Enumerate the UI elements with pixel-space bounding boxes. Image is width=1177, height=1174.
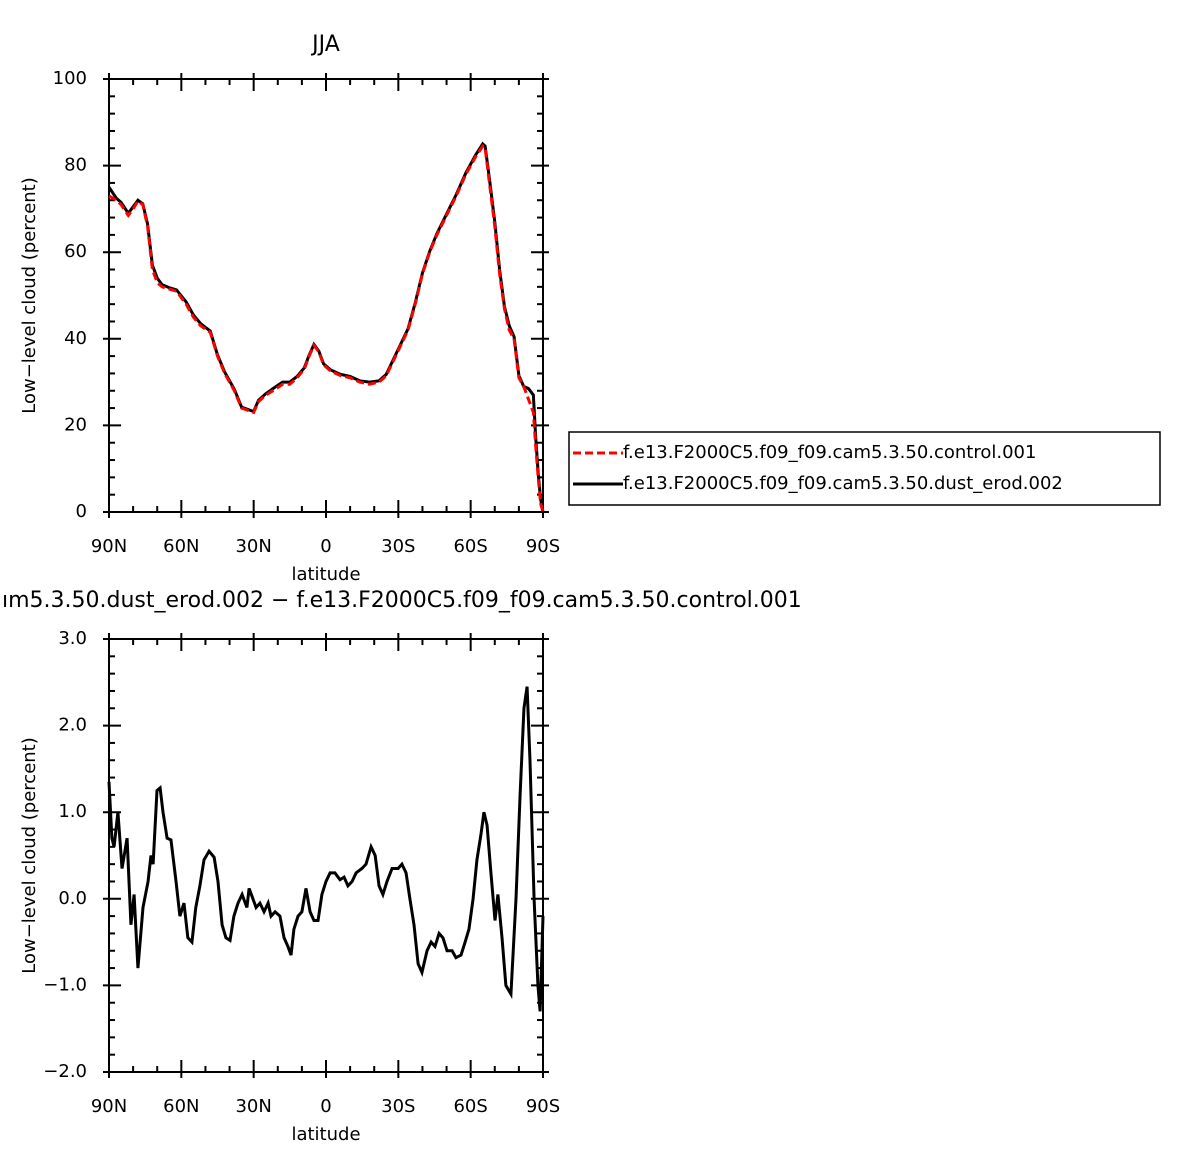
x-tick-label: 90S <box>526 536 560 557</box>
y-axis-label: Low−level cloud (percent) <box>19 177 40 414</box>
data-line <box>108 143 545 513</box>
data-line <box>107 686 545 1012</box>
y-tick-label: 20 <box>64 414 87 435</box>
x-tick-label: 0 <box>320 536 331 557</box>
plot-frame <box>108 638 544 1073</box>
x-tick-label: 30N <box>235 1096 271 1117</box>
x-axis-label: latitude <box>291 1124 360 1145</box>
x-tick-label: 90S <box>526 1096 560 1117</box>
y-tick-label: 2.0 <box>58 715 87 736</box>
y-tick-label: 1.0 <box>58 801 87 822</box>
x-tick-label: 0 <box>320 1096 331 1117</box>
y-tick-label: −2.0 <box>43 1061 87 1082</box>
legend-label: f.e13.F2000C5.f09_f09.cam5.3.50.dust_ero… <box>623 473 1063 494</box>
y-tick-label: −1.0 <box>43 974 87 995</box>
y-tick-label: 0.0 <box>58 888 87 909</box>
data-line <box>107 141 545 513</box>
y-axis-label: Low−level cloud (percent) <box>19 737 40 974</box>
y-tick-label: 80 <box>64 155 87 176</box>
chart-title: ım5.3.50.dust_erod.002 − f.e13.F2000C5.f… <box>2 588 802 613</box>
x-axis-label: latitude <box>291 564 360 585</box>
y-tick-label: 0 <box>76 501 87 522</box>
x-tick-label: 30S <box>381 536 415 557</box>
x-tick-label: 30N <box>235 536 271 557</box>
y-tick-label: 3.0 <box>58 628 87 649</box>
x-tick-label: 60N <box>163 536 199 557</box>
y-tick-label: 60 <box>64 241 87 262</box>
y-tick-label: 100 <box>53 68 87 89</box>
x-tick-label: 60S <box>453 1096 487 1117</box>
y-tick-label: 40 <box>64 328 87 349</box>
chart-title: JJA <box>310 32 340 57</box>
legend-label: f.e13.F2000C5.f09_f09.cam5.3.50.control.… <box>623 442 1036 463</box>
x-tick-label: 60N <box>163 1096 199 1117</box>
legend-box <box>568 431 1161 506</box>
x-tick-label: 30S <box>381 1096 415 1117</box>
x-tick-label: 90N <box>91 536 127 557</box>
x-tick-label: 90N <box>91 1096 127 1117</box>
plot-frame <box>108 78 544 513</box>
x-tick-label: 60S <box>453 536 487 557</box>
